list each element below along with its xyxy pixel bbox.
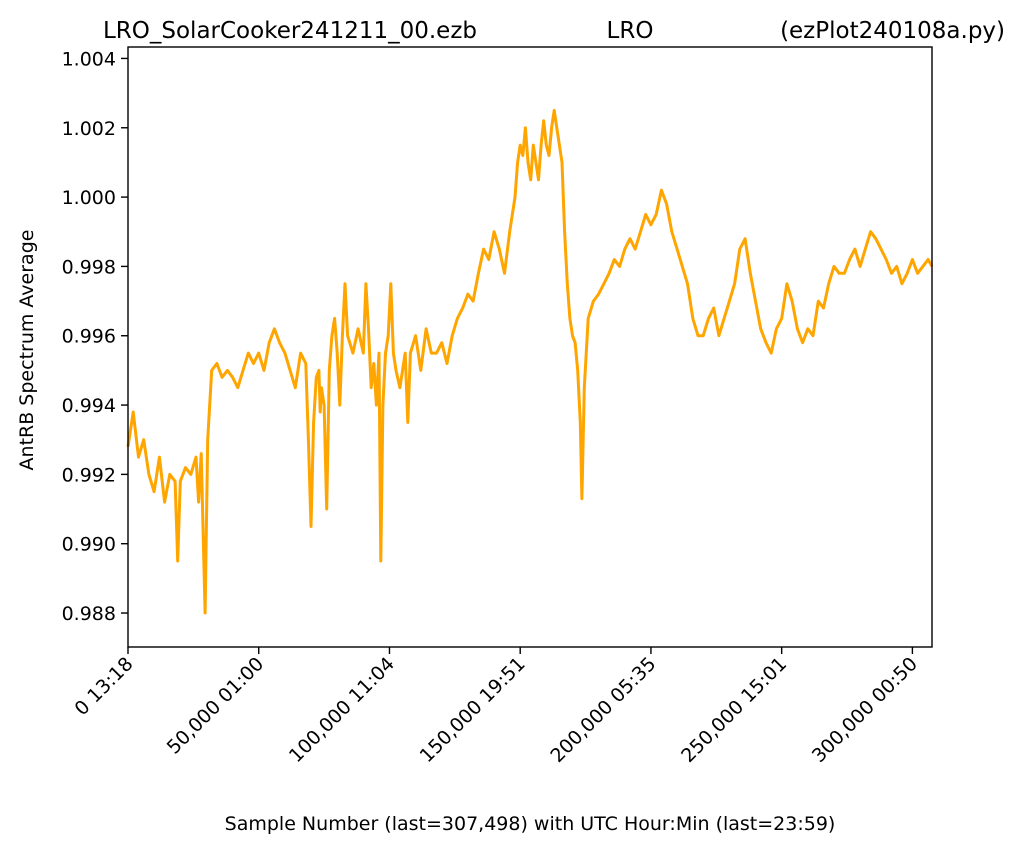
y-axis-label: AntRB Spectrum Average xyxy=(16,230,38,471)
x-axis-label: Sample Number (last=307,498) with UTC Ho… xyxy=(225,813,836,835)
title-right: (ezPlot240108a.py) xyxy=(780,18,1005,44)
title-left: LRO_SolarCooker241211_00.ezb xyxy=(103,18,477,44)
y-tick-label-8: 1.004 xyxy=(62,48,116,70)
y-tick-label-1: 0.990 xyxy=(62,534,116,556)
plot-area xyxy=(126,108,934,615)
y-tick-label-0: 0.988 xyxy=(62,603,116,625)
y-tick-label-5: 0.998 xyxy=(62,256,116,278)
y-tick-label-2: 0.992 xyxy=(62,464,116,486)
series-line-0 xyxy=(126,108,934,615)
title-center: LRO xyxy=(607,18,654,44)
axes-frame xyxy=(127,46,933,648)
y-tick-label-7: 1.002 xyxy=(62,118,116,140)
y-tick-label-3: 0.994 xyxy=(62,395,116,417)
y-tick-label-6: 1.000 xyxy=(62,187,116,209)
y-tick-label-4: 0.996 xyxy=(62,326,116,348)
y-axis: 0.988 0.990 0.992 0.994 0.996 0.998 1.000 1.002… xyxy=(62,48,128,625)
